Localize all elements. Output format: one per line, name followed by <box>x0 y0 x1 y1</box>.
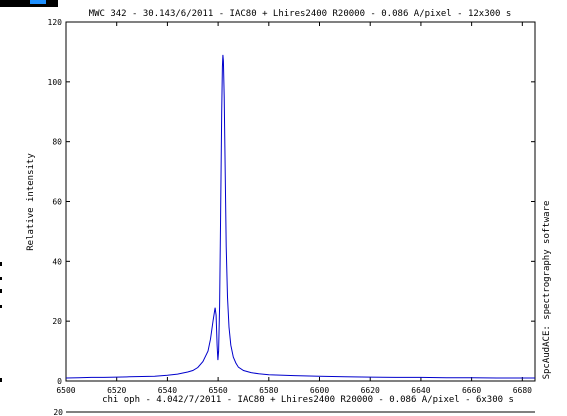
plot-frame <box>65 21 536 382</box>
y-axis-label: Relative intensity <box>26 153 36 251</box>
y-tick-label: 80 <box>52 138 62 147</box>
top-left-artifact-accent <box>30 0 46 4</box>
x-tick-label: 6600 <box>310 386 329 395</box>
side-software-label: SpcAudACE: spectrography software <box>542 201 552 380</box>
y-axis-ticks: 0 20 40 60 80 100 120 <box>48 18 535 386</box>
x-tick-label: 6620 <box>361 386 380 395</box>
x-tick-label: 6560 <box>208 386 227 395</box>
x-tick-label: 6540 <box>158 386 177 395</box>
y-tick-label: 0 <box>57 377 62 386</box>
top-left-artifact <box>0 0 58 7</box>
x-tick-label: 6680 <box>513 386 532 395</box>
y-tick-label: 120 <box>48 18 63 27</box>
y-tick-label: 40 <box>52 257 62 266</box>
left-margin-mark <box>0 277 2 280</box>
spectrum-line <box>65 54 535 379</box>
y-tick-label: 20 <box>52 317 62 326</box>
x-tick-label: 6580 <box>259 386 278 395</box>
x-axis-ticks: 6500 6520 6540 6560 6580 6600 6620 6640 6660 6680 <box>56 22 532 395</box>
left-margin-mark <box>0 378 2 382</box>
x-tick-label: 6660 <box>462 386 481 395</box>
x-tick-label: 6500 <box>56 386 75 395</box>
chart-title: MWC 342 - 30.143/6/2011 - IAC80 + Lhires… <box>89 9 512 19</box>
second-plot-tick-label: 20 <box>53 408 63 416</box>
y-tick-label: 100 <box>48 78 63 87</box>
second-plot-title: chi oph - 4.042/7/2011 - IAC80 + Lhires2… <box>102 395 514 405</box>
left-margin-mark <box>0 262 2 266</box>
left-margin-mark <box>0 289 2 293</box>
y-tick-label: 60 <box>52 198 62 207</box>
x-tick-label: 6520 <box>107 386 126 395</box>
x-tick-label: 6640 <box>411 386 430 395</box>
left-margin-mark <box>0 305 2 308</box>
